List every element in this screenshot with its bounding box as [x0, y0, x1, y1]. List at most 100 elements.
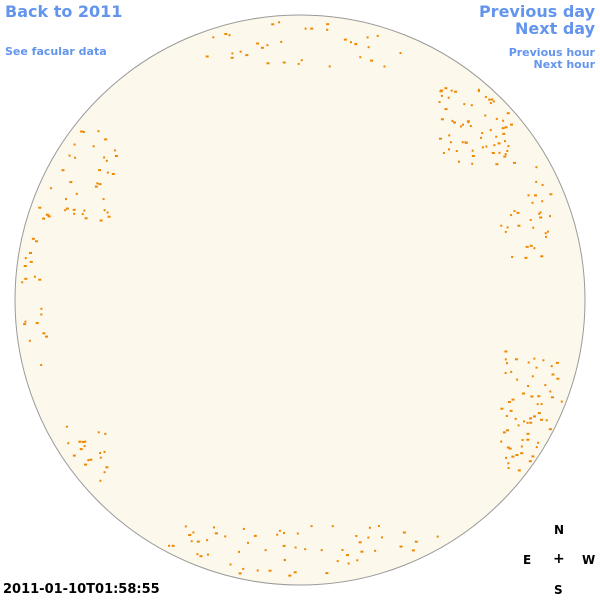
facula-mark: [99, 479, 102, 482]
facula-mark: [481, 146, 484, 149]
facula-mark: [228, 34, 231, 37]
back-to-year-link[interactable]: Back to 2011: [5, 2, 123, 21]
facula-mark: [346, 554, 349, 557]
facula-mark: [40, 313, 43, 316]
facula-mark: [94, 185, 98, 188]
facula-mark: [463, 103, 466, 106]
facula-mark: [507, 467, 510, 469]
facula-mark: [522, 392, 525, 395]
facula-mark: [491, 152, 495, 154]
facula-mark: [517, 224, 521, 227]
facula-mark: [229, 563, 232, 566]
facula-mark: [242, 527, 245, 530]
facula-mark: [549, 215, 551, 218]
facula-mark: [551, 373, 555, 376]
facula-mark: [544, 384, 547, 387]
facula-mark: [168, 544, 171, 547]
facula-mark: [402, 531, 406, 534]
facula-mark: [529, 244, 533, 247]
facula-mark: [40, 364, 43, 366]
facula-mark: [65, 425, 68, 428]
facula-mark: [239, 50, 242, 53]
facula-mark: [537, 412, 541, 415]
next-day-link[interactable]: Next day: [515, 19, 595, 38]
solar-disk: [14, 14, 586, 586]
facula-mark: [477, 90, 480, 93]
facula-mark: [542, 359, 545, 362]
facula-mark: [99, 456, 102, 459]
facula-mark: [354, 43, 358, 46]
facula-mark: [87, 459, 90, 462]
facula-mark: [526, 432, 530, 435]
facula-mark: [23, 265, 27, 267]
facula-mark: [73, 212, 76, 215]
facula-mark: [114, 149, 117, 152]
facula-mark: [256, 42, 260, 45]
facula-mark: [294, 546, 297, 549]
facula-mark: [507, 145, 510, 148]
facula-mark: [481, 132, 484, 134]
previous-hour-link[interactable]: Previous hour: [508, 46, 595, 59]
facula-mark: [535, 446, 538, 449]
facula-mark: [440, 94, 443, 97]
facula-mark: [495, 163, 499, 166]
facula-mark: [24, 320, 27, 323]
facula-mark: [500, 407, 504, 410]
facula-mark: [461, 141, 464, 144]
facula-mark: [69, 181, 73, 184]
facula-mark: [376, 34, 379, 37]
facula-mark: [544, 232, 547, 235]
facula-mark: [531, 201, 534, 204]
facula-mark: [484, 114, 487, 117]
facula-mark: [64, 209, 67, 212]
facula-mark: [510, 214, 513, 217]
facula-mark: [448, 134, 451, 137]
facula-mark: [377, 525, 380, 527]
facula-mark: [548, 428, 552, 431]
next-hour-link[interactable]: Next hour: [533, 58, 596, 71]
facula-mark: [238, 550, 240, 553]
facula-mark: [488, 98, 491, 101]
facula-mark: [231, 52, 234, 55]
facula-mark: [280, 40, 283, 43]
facula-mark: [541, 183, 544, 186]
facula-mark: [502, 132, 506, 135]
facula-mark: [82, 131, 85, 133]
facula-mark: [75, 192, 78, 195]
facula-mark: [485, 145, 488, 148]
facula-mark: [68, 154, 71, 157]
facula-mark: [533, 357, 536, 360]
facula-mark: [414, 540, 418, 543]
facula-mark: [360, 550, 364, 553]
facula-mark: [492, 100, 495, 103]
facula-mark: [89, 458, 93, 461]
facula-mark: [550, 365, 553, 368]
facula-mark: [383, 65, 386, 68]
facula-mark: [506, 150, 509, 152]
facula-mark: [300, 59, 303, 62]
facula-mark: [526, 421, 529, 424]
facula-mark: [534, 194, 537, 197]
facula-mark: [74, 156, 77, 159]
previous-day-link[interactable]: Previous day: [478, 2, 595, 21]
facula-mark: [507, 462, 510, 465]
facula-mark: [196, 553, 199, 556]
see-facular-data-link[interactable]: See facular data: [5, 45, 107, 58]
facula-mark: [355, 535, 358, 537]
facula-mark: [440, 89, 444, 92]
facula-mark: [509, 409, 513, 412]
facula-mark: [525, 245, 529, 248]
facula-mark: [288, 574, 292, 577]
facula-mark: [514, 417, 517, 420]
facula-mark: [374, 549, 377, 552]
facula-mark: [511, 455, 515, 458]
facula-mark: [276, 533, 279, 536]
facula-mark: [480, 136, 482, 139]
facula-mark: [78, 440, 82, 443]
facula-mark: [471, 149, 474, 152]
facula-mark: [502, 431, 506, 434]
facula-mark: [343, 38, 347, 41]
facula-mark: [533, 247, 536, 250]
facula-mark: [516, 211, 520, 214]
